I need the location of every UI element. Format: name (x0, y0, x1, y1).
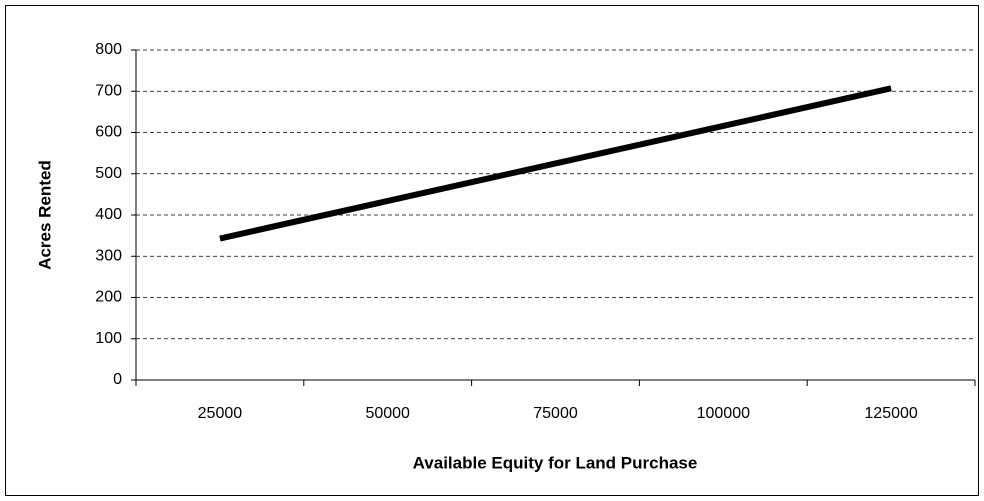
y-axis-title: Acres Rented (35, 160, 54, 270)
y-tick-label: 700 (95, 82, 122, 99)
x-tick-label: 100000 (697, 405, 750, 422)
y-tick-label: 300 (95, 247, 122, 264)
y-tick-label: 200 (95, 289, 122, 306)
y-tick-label: 400 (95, 206, 122, 223)
y-tick-label: 0 (113, 371, 122, 388)
y-tick-label: 800 (95, 41, 122, 58)
x-tick-label: 25000 (198, 405, 243, 422)
y-tick-label: 600 (95, 124, 122, 141)
x-axis-title: Available Equity for Land Purchase (413, 453, 698, 472)
y-tick-label: 500 (95, 165, 122, 182)
x-tick-label: 50000 (365, 405, 410, 422)
x-tick-label: 125000 (864, 405, 917, 422)
chart-border (5, 5, 979, 496)
y-tick-label: 100 (95, 330, 122, 347)
data-line (219, 85, 892, 242)
x-tick-label: 75000 (533, 405, 578, 422)
